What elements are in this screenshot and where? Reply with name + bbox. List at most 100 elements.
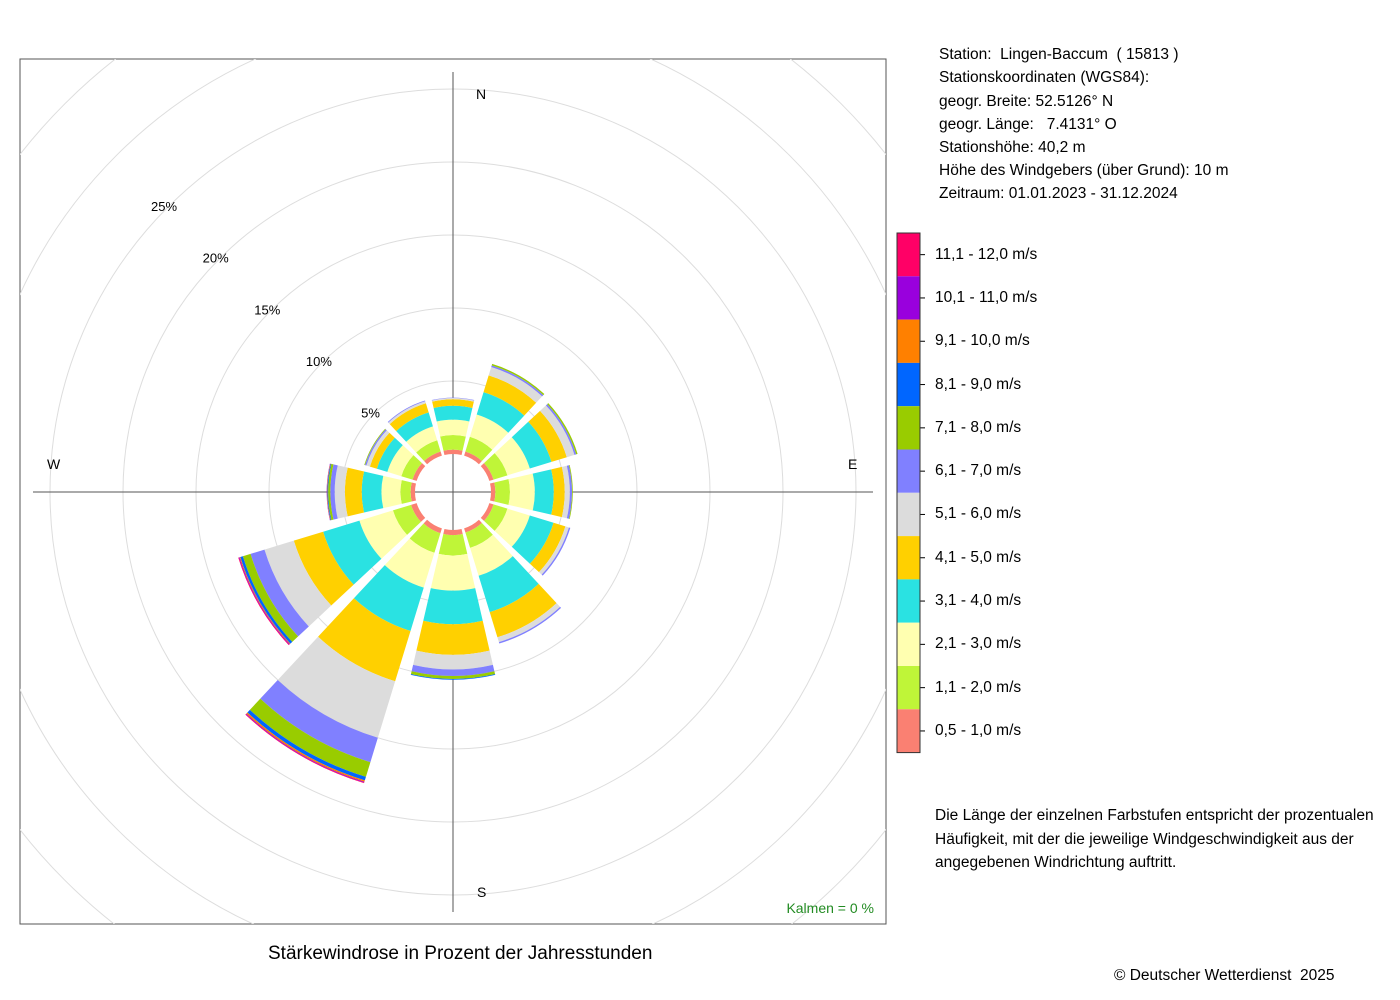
sector-segment (483, 375, 537, 416)
sector-segment (376, 437, 403, 472)
info-latitude: geogr. Breite: 52.5126° N (939, 93, 1114, 110)
sector-segment (361, 471, 384, 513)
sector-segment (365, 429, 387, 466)
sector-segment (491, 363, 545, 396)
sector-segment (247, 709, 366, 781)
sector-segment (366, 430, 390, 467)
sector-segment (424, 451, 442, 465)
radial-tick-label: 10% (306, 354, 332, 369)
sector-segment (511, 515, 554, 564)
compass-w: W (47, 456, 61, 472)
legend-swatch (897, 492, 920, 537)
sector-segment (432, 399, 474, 409)
sector-segment (318, 598, 411, 682)
sector-segment (478, 556, 539, 613)
sector-segment (416, 440, 441, 462)
sector-segment (561, 465, 570, 519)
info-station: Station: Lingen-Baccum ( 15813 ) (939, 46, 1179, 63)
sector-segment (483, 453, 508, 480)
sector-segment (328, 463, 334, 521)
sector-segment (334, 465, 348, 519)
legend-label: 7,1 - 8,0 m/s (935, 418, 1022, 436)
sector-segment (528, 410, 567, 462)
sector-segment (384, 538, 435, 588)
legend-label: 5,1 - 6,0 m/s (935, 505, 1022, 523)
sector-segment (260, 679, 378, 763)
sector-segment (470, 534, 513, 576)
info-coords-heading: Stationskoordinaten (WGS84): (939, 69, 1150, 86)
sector-segment (249, 698, 371, 777)
sector-segment (353, 565, 424, 631)
sector-segment (413, 650, 493, 670)
legend-label: 6,1 - 7,0 m/s (935, 462, 1022, 480)
legend-label: 3,1 - 4,0 m/s (935, 592, 1022, 610)
sector-segment (540, 405, 575, 458)
sector-segment (412, 463, 426, 481)
sector-segment (497, 603, 561, 643)
radial-tick-label: 20% (203, 251, 229, 266)
sector-segment (508, 473, 535, 511)
legend-swatch (897, 666, 920, 710)
sector-segment (401, 455, 423, 480)
sector-segment (250, 549, 309, 637)
sector-segment (436, 419, 470, 437)
compass-s: S (477, 884, 486, 900)
legend-label: 1,1 - 2,0 m/s (935, 678, 1022, 696)
legend-swatch (897, 406, 920, 450)
sector-segment (431, 398, 475, 402)
sector-segment (277, 636, 396, 738)
sector-segment (396, 412, 433, 442)
sector-segment (440, 435, 466, 451)
sector-segment (410, 674, 496, 680)
sector-segment (491, 365, 544, 397)
info-sensor-height: Höhe des Windgebers (über Grund): 10 m (939, 162, 1229, 179)
sector-segment (392, 504, 421, 535)
sector-segment (389, 403, 429, 432)
legend-label: 10,1 - 11,0 m/s (935, 288, 1038, 306)
sector-segment (443, 449, 463, 455)
sector-segment (469, 414, 509, 450)
sector-segment (410, 482, 416, 502)
chart-title: Stärkewindrose in Prozent der Jahresstun… (268, 943, 653, 964)
info-elevation: Stationshöhe: 40,2 m (939, 139, 1086, 156)
sector-segment (416, 620, 490, 655)
sector-segment (494, 508, 530, 547)
sector-segment (480, 503, 494, 521)
sector-segment (242, 553, 299, 642)
legend-border (896, 232, 921, 754)
sector-segment (409, 523, 441, 553)
legend-swatch (897, 622, 920, 666)
sector-segment (489, 583, 557, 638)
legend-swatch (897, 579, 920, 623)
sector-segment (433, 405, 473, 422)
legend-label: 2,1 - 3,0 m/s (935, 635, 1022, 653)
legend-swatch (897, 536, 920, 580)
sector-segment (490, 482, 496, 502)
radial-tick-label: 25% (151, 199, 177, 214)
radial-tick-label: 15% (254, 302, 280, 317)
sector-segment (538, 526, 569, 575)
sector-segment (411, 664, 495, 677)
compass-n: N (476, 86, 486, 102)
sector-segment (388, 401, 426, 425)
sector-segment (430, 553, 476, 591)
sector-segment (566, 465, 573, 519)
sector-segment (465, 522, 493, 548)
sector-segment (369, 432, 395, 469)
legend-swatch (897, 362, 920, 407)
sector-segment (411, 503, 426, 522)
calm-label: Kalmen = 0 % (786, 900, 874, 916)
sector-segment (464, 519, 482, 533)
sector-segment (323, 520, 382, 585)
sector-segment (400, 480, 412, 504)
legend-swatch (897, 319, 920, 363)
sector-segment (330, 464, 338, 520)
sector-segment (464, 451, 482, 465)
sector-segment (438, 534, 468, 556)
sector-segment (529, 522, 566, 573)
sector-segment (465, 436, 493, 462)
sector-segment (476, 392, 525, 433)
legend-label: 9,1 - 10,0 m/s (935, 332, 1030, 350)
sector-segment (359, 510, 408, 559)
